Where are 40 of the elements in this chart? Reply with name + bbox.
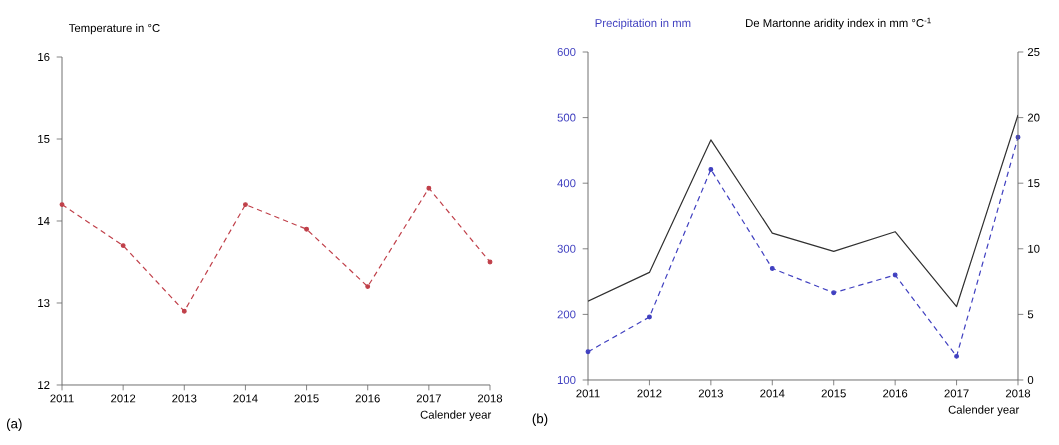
y-tick-label: 15 xyxy=(38,135,50,143)
y-tick-label: 13 xyxy=(38,298,50,307)
y2-tick-label: 5 xyxy=(1027,310,1034,319)
x-tick-label: 2017 xyxy=(416,394,441,403)
x-tick-label: 2016 xyxy=(883,389,908,398)
x-tick-label: 2018 xyxy=(477,394,503,403)
x-tick-label: 2012 xyxy=(637,389,662,398)
y-tick-label: 600 xyxy=(557,48,576,57)
text: (a) xyxy=(6,418,22,431)
y-tick-label: 16 xyxy=(38,53,50,62)
y-tick-label: 100 xyxy=(557,375,576,384)
text: (b) xyxy=(532,413,548,426)
y2-axis-title: De Martonne aridity index in mm °C$^{-1}$ xyxy=(746,17,931,30)
x-tick-label: 2011 xyxy=(50,394,74,403)
x-tick-label: 2014 xyxy=(760,389,785,398)
x-tick-label: 2011 xyxy=(576,389,600,398)
y-tick-label: 500 xyxy=(557,113,576,122)
x-axis-title: Calender year xyxy=(948,405,1020,416)
y-axis-title: Precipitation in mm xyxy=(595,18,691,30)
x-tick-label: 2013 xyxy=(172,394,197,403)
y-tick-label: 12 xyxy=(38,381,50,389)
y2-tick-label: 15 xyxy=(1028,179,1040,188)
x-axis-title: Calender year xyxy=(420,410,492,421)
y2-tick-label: 25 xyxy=(1027,48,1040,56)
x-tick-label: 2015 xyxy=(294,394,319,403)
x-tick-label: 2015 xyxy=(821,389,846,398)
x-tick-label: 2016 xyxy=(355,394,380,403)
y-axis-title: Temperature in °C xyxy=(68,23,160,35)
x-tick-label: 2013 xyxy=(698,389,723,398)
x-tick-label: 2014 xyxy=(233,394,258,403)
y-tick-label: 14 xyxy=(38,217,50,225)
y2-tick-label: 10 xyxy=(1028,244,1040,253)
x-tick-label: 2012 xyxy=(111,394,136,403)
x-tick-label: 2017 xyxy=(944,389,969,398)
y-tick-label: 200 xyxy=(557,310,576,319)
y2-tick-label: 0 xyxy=(1027,375,1034,384)
y-tick-label: 300 xyxy=(557,244,576,253)
x-tick-label: 2018 xyxy=(1005,389,1031,398)
y2-tick-label: 20 xyxy=(1027,113,1040,122)
y-tick-label: 400 xyxy=(557,179,576,188)
